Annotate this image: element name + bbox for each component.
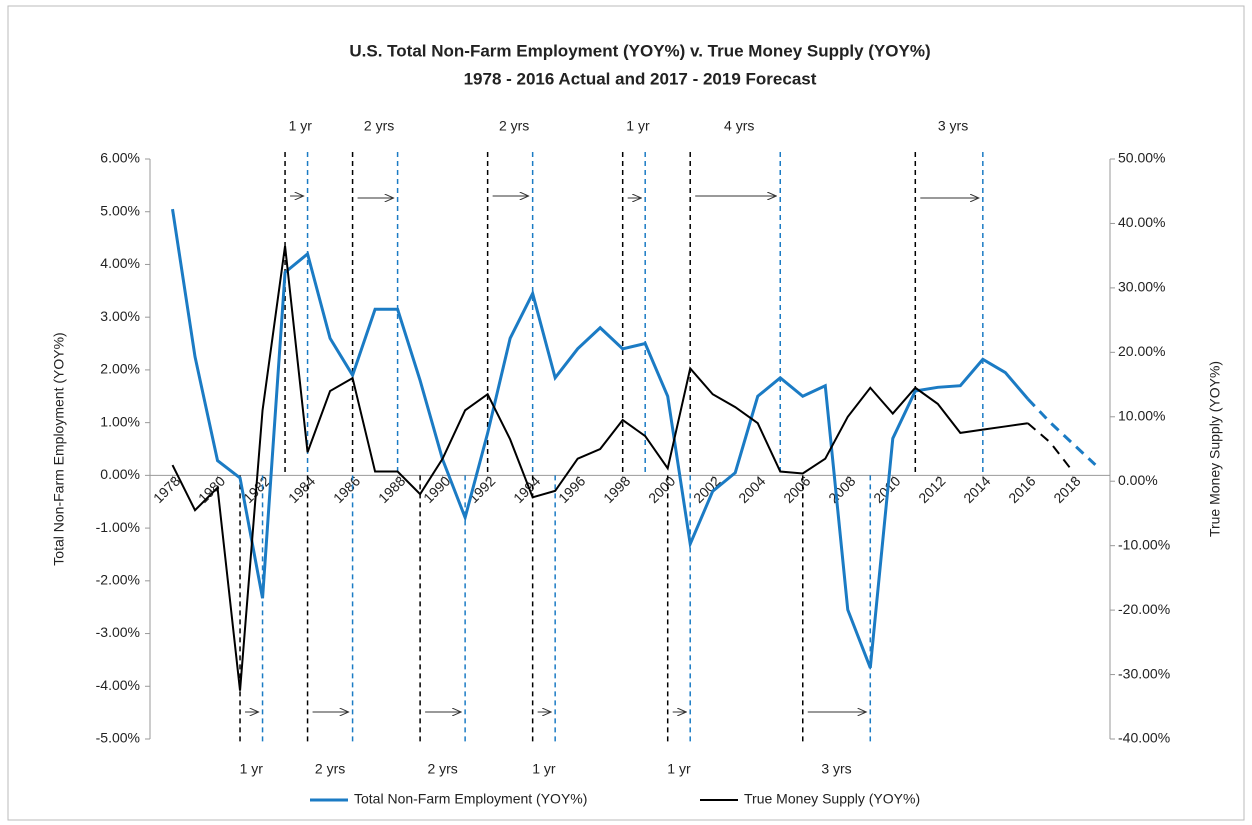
chart-subtitle: 1978 - 2016 Actual and 2017 - 2019 Forec… [464,69,817,88]
y2-tick-label: 50.00% [1118,150,1165,166]
legend-label: Total Non-Farm Employment (YOY%) [354,791,587,807]
lag-label: 2 yrs [364,118,394,134]
series-line [171,208,1029,669]
y-tick-label: -5.00% [96,730,140,746]
y2-tick-label: 10.00% [1118,407,1165,423]
lag-label: 1 yr [626,118,650,134]
y-tick-label: 6.00% [100,150,140,166]
series-line [171,245,1028,691]
y2-tick-label: -30.00% [1118,665,1170,681]
y-tick-label: 4.00% [100,255,140,271]
lag-label: 2 yrs [315,761,345,777]
lag-label: 2 yrs [427,761,457,777]
lag-label: 1 yr [667,761,691,777]
y-tick-label: -4.00% [96,677,140,693]
y2-tick-label: 20.00% [1118,343,1165,359]
chart-title: U.S. Total Non-Farm Employment (YOY%) v.… [349,41,930,60]
lag-label: 4 yrs [724,118,754,134]
y2-tick-label: 0.00% [1118,472,1158,488]
y-tick-label: -1.00% [96,519,140,535]
y2-tick-label: -20.00% [1118,601,1170,617]
y2-tick-label: -10.00% [1118,536,1170,552]
y-tick-label: -3.00% [96,624,140,640]
y-tick-label: 0.00% [100,466,140,482]
lag-label: 2 yrs [499,118,529,134]
y2-axis-title: True Money Supply (YOY%) [1207,361,1223,537]
y2-tick-label: 40.00% [1118,214,1165,230]
y-tick-label: 5.00% [100,202,140,218]
lag-label: 3 yrs [821,761,851,777]
lag-label: 3 yrs [938,118,968,134]
lag-label: 1 yr [289,118,313,134]
legend-label: True Money Supply (YOY%) [744,791,920,807]
y2-tick-label: 30.00% [1118,279,1165,295]
y-axis-title: Total Non-Farm Employment (YOY%) [51,332,67,565]
lag-label: 1 yr [532,761,556,777]
y-tick-label: 3.00% [100,308,140,324]
lag-label: 1 yr [240,761,264,777]
y-tick-label: 2.00% [100,361,140,377]
y-tick-label: -2.00% [96,572,140,588]
chart-border [7,5,1245,821]
y2-tick-label: -40.00% [1118,730,1170,746]
y-tick-label: 1.00% [100,413,140,429]
forecast-line [1027,422,1074,473]
